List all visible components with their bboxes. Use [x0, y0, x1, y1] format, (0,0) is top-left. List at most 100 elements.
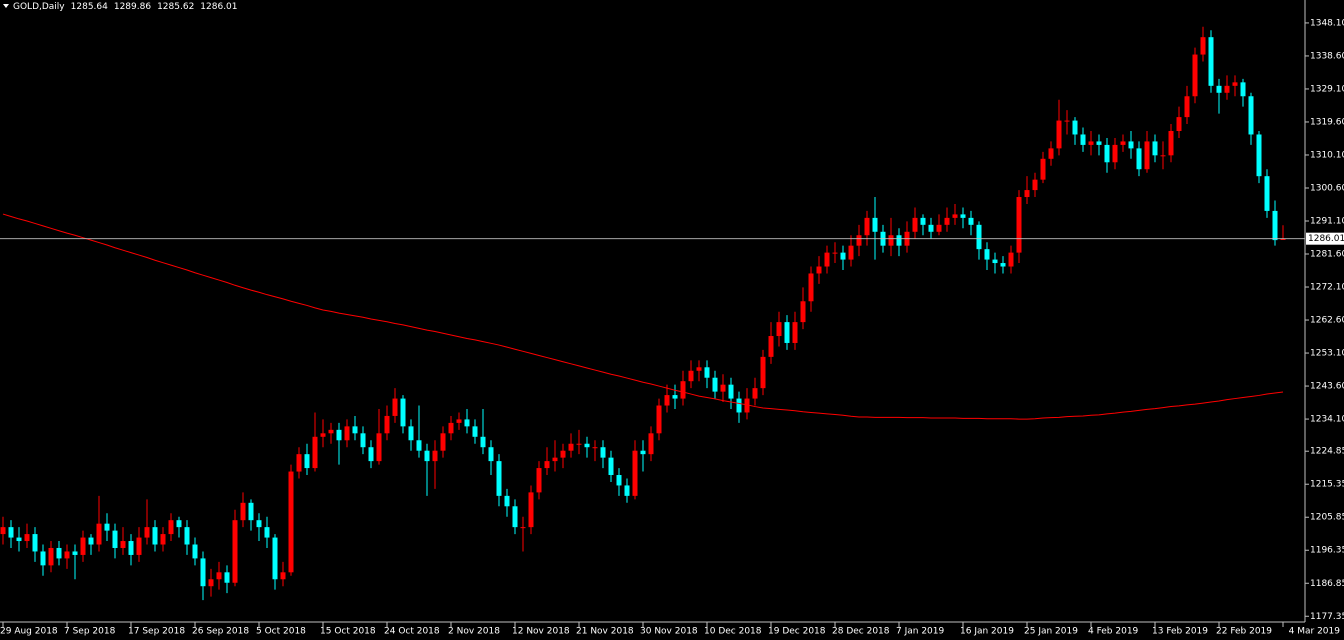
- candle-body: [256, 520, 262, 528]
- y-tick-label: 1243.60: [1310, 382, 1344, 392]
- candle-body: [136, 537, 142, 555]
- candle-body: [664, 395, 670, 406]
- candle-body: [1248, 96, 1254, 135]
- candle-body: [976, 224, 982, 250]
- candle-body: [696, 367, 702, 371]
- candle-body: [392, 398, 398, 416]
- candle-body: [864, 217, 870, 236]
- x-tick-label: 7 Jan 2019: [896, 627, 944, 637]
- candle-body: [1040, 158, 1046, 180]
- candle-body: [624, 485, 630, 496]
- candle-body: [88, 537, 94, 545]
- candle-body: [272, 537, 278, 580]
- y-tick-label: 1300.60: [1310, 183, 1344, 193]
- price-label: 1286.01: [1308, 234, 1344, 244]
- y-tick-label: 1253.10: [1310, 349, 1344, 359]
- candle-body: [936, 224, 942, 232]
- candle-body: [824, 252, 830, 267]
- candle-body: [512, 506, 518, 528]
- candle-body: [744, 398, 750, 413]
- candle-body: [416, 440, 422, 451]
- plot: [0, 26, 1305, 601]
- candle-body: [480, 436, 486, 448]
- candle-body: [672, 395, 678, 399]
- candle-body: [336, 429, 342, 441]
- candle-body: [680, 381, 686, 399]
- candle-body: [1128, 141, 1134, 149]
- candle-body: [576, 443, 582, 445]
- header-value: 1289.86: [114, 2, 151, 12]
- candle-body: [656, 405, 662, 434]
- candle-body: [456, 419, 462, 423]
- candle-body: [360, 433, 366, 448]
- header-value: 1286.01: [200, 2, 237, 12]
- candle-body: [168, 520, 174, 535]
- candle-body: [368, 447, 374, 462]
- candle-body: [400, 398, 406, 427]
- candle-body: [1184, 96, 1190, 118]
- candle-body: [320, 433, 326, 437]
- candle-body: [520, 527, 526, 529]
- candle-body: [768, 336, 774, 357]
- x-tick-label: 30 Nov 2018: [640, 627, 698, 637]
- candle-body: [80, 537, 86, 555]
- candle-body: [1032, 179, 1038, 191]
- candle-body: [952, 214, 958, 218]
- candle-body: [176, 520, 182, 528]
- candle-body: [280, 572, 286, 580]
- x-tick-label: 2 Nov 2018: [448, 627, 500, 637]
- y-tick-label: 1281.60: [1310, 250, 1344, 260]
- y-tick-label: 1338.60: [1310, 51, 1344, 61]
- candle-body: [640, 450, 646, 455]
- candle-body: [160, 534, 166, 545]
- candle-body: [1216, 85, 1222, 93]
- candle-body: [1048, 148, 1054, 159]
- candle-body: [24, 534, 30, 542]
- candle-body: [648, 433, 654, 455]
- candle-body: [552, 457, 558, 462]
- candle-body: [48, 547, 54, 566]
- y-tick-label: 1319.60: [1310, 117, 1344, 127]
- candle-body: [328, 429, 334, 434]
- candle-body: [208, 579, 214, 587]
- candle-body: [224, 572, 230, 583]
- candle-body: [1240, 82, 1246, 97]
- y-tick-label: 1348.10: [1310, 18, 1344, 28]
- candle-body: [1176, 117, 1182, 132]
- x-tick-label: 17 Sep 2018: [128, 627, 185, 637]
- menu-arrow[interactable]: [3, 4, 9, 8]
- candle-body: [1064, 120, 1070, 122]
- candle-body: [1264, 176, 1270, 211]
- candle-body: [264, 527, 270, 538]
- candle-body: [1104, 144, 1110, 163]
- candle-body: [464, 419, 470, 427]
- candle-body: [64, 551, 70, 559]
- x-tick-label: 4 Feb 2019: [1088, 627, 1139, 637]
- candle-body: [240, 502, 246, 521]
- candle-body: [384, 415, 390, 434]
- candle-body: [128, 541, 134, 555]
- candle-body: [632, 450, 638, 496]
- candle-body: [1080, 134, 1086, 145]
- candle-body: [488, 447, 494, 462]
- candle-body: [736, 398, 742, 413]
- header-value: 1285.62: [157, 2, 194, 12]
- price-label-box: [1306, 232, 1344, 245]
- candle-body: [712, 377, 718, 392]
- candle-body: [896, 235, 902, 246]
- candle-body: [928, 224, 934, 232]
- candle-body: [1088, 141, 1094, 145]
- candle-body: [760, 356, 766, 389]
- candle-body: [992, 259, 998, 264]
- candle-body: [1160, 155, 1166, 157]
- candle-body: [152, 527, 158, 545]
- candle-body: [752, 388, 758, 399]
- candle-body: [448, 422, 454, 434]
- candle-body: [184, 527, 190, 545]
- x-tick-label: 5 Oct 2018: [256, 627, 306, 637]
- candle-body: [200, 558, 206, 587]
- candle-body: [8, 527, 14, 538]
- candle-body: [32, 534, 38, 552]
